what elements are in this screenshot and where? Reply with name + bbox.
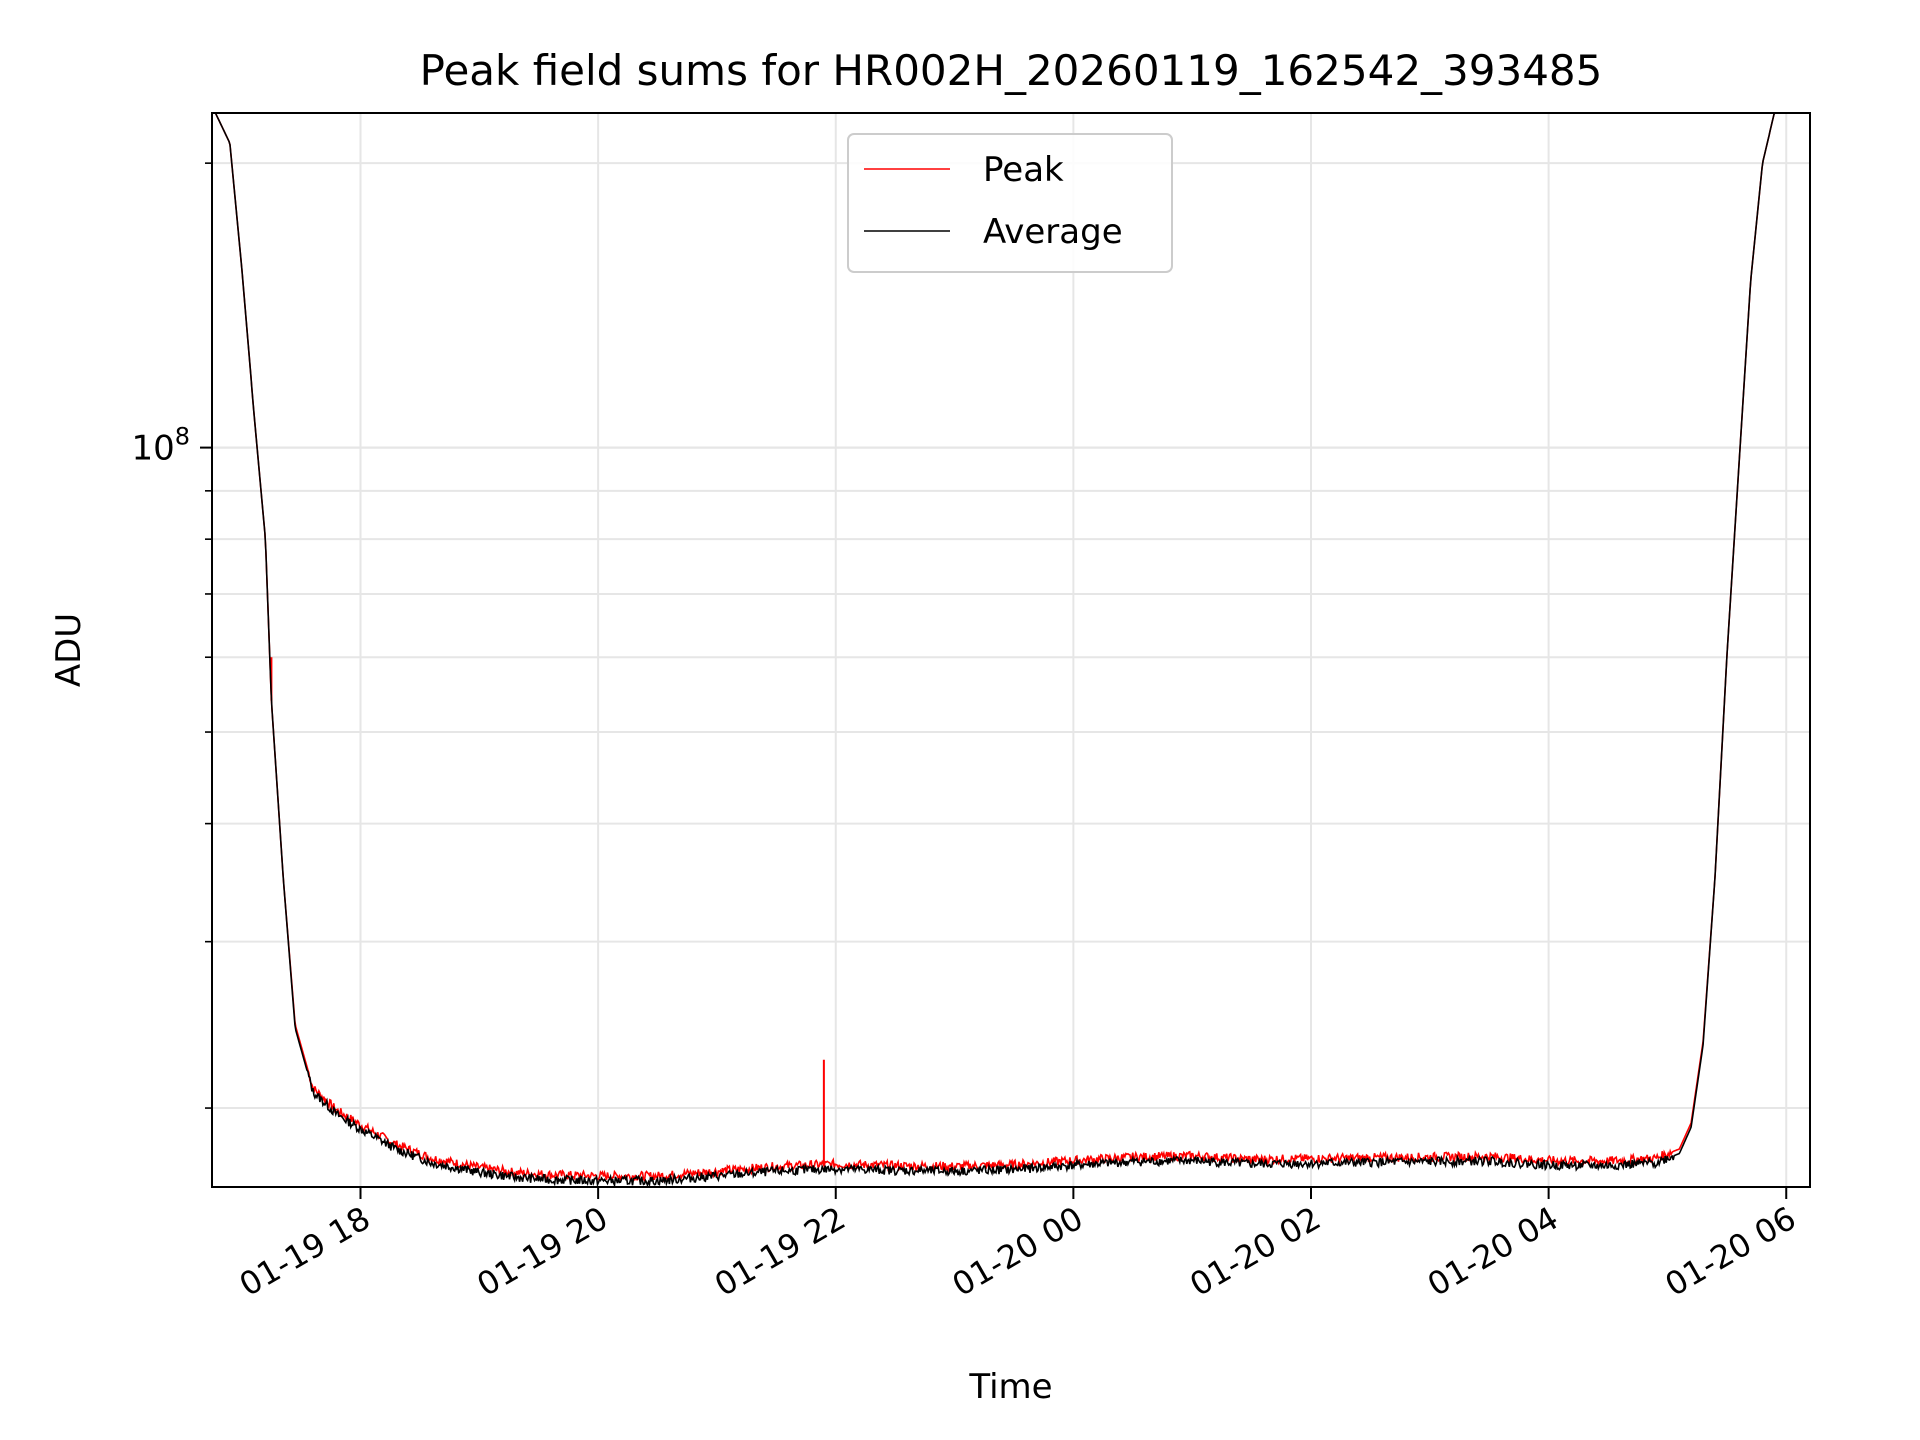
series-line-average <box>214 113 1776 1187</box>
axes-frame <box>211 112 1811 1188</box>
plot-area <box>214 113 1776 1187</box>
legend-label-average: Average <box>983 212 1123 252</box>
x-axis-label: Time <box>968 1367 1052 1407</box>
legend-label-peak: Peak <box>983 150 1064 190</box>
y-tick-label: 108 <box>131 423 190 469</box>
y-axis-label: ADU <box>49 613 89 687</box>
legend: Peak Average <box>847 133 1173 273</box>
chart-title: Peak field sums for HR002H_20260119_1625… <box>420 46 1603 95</box>
grid <box>212 113 1810 1187</box>
